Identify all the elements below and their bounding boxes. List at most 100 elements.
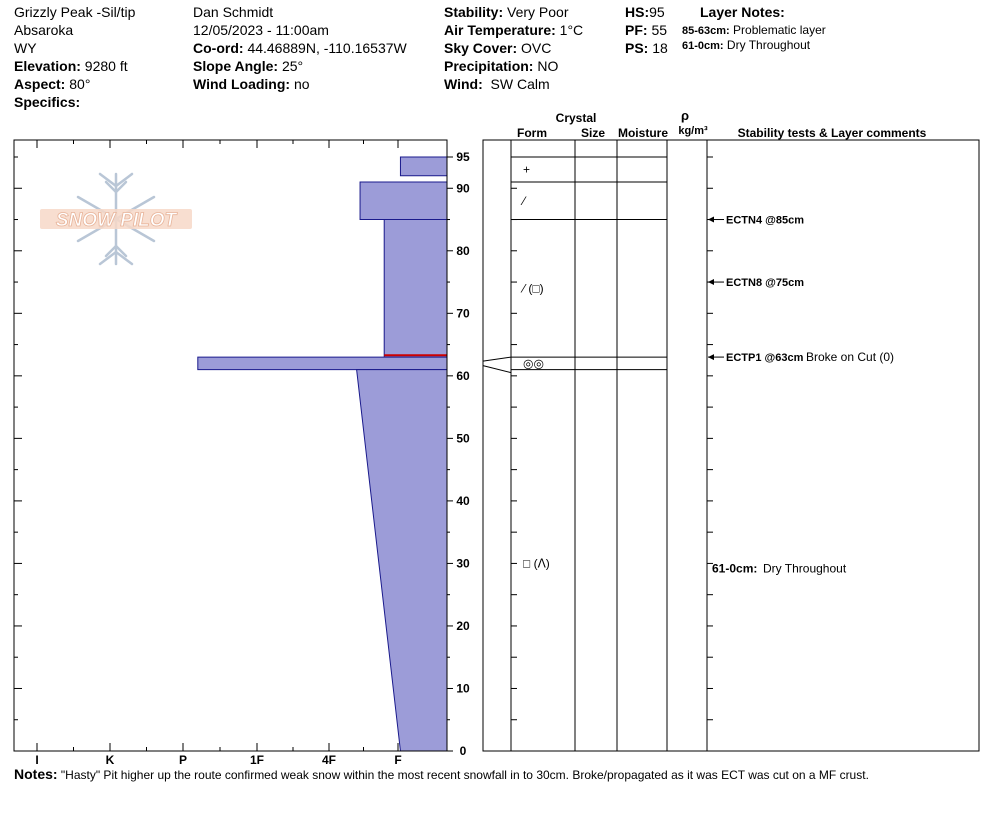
snowpilot-logo: SNOW PILOT	[40, 172, 192, 266]
sky-label: Sky Cover:	[444, 40, 518, 56]
hardness-tick-label: 4F	[322, 753, 336, 767]
aspect-label: Aspect:	[14, 76, 66, 92]
wind-label: Wind:	[444, 76, 483, 92]
precip-value: NO	[537, 58, 559, 74]
location-name: Grizzly Peak -Sil/tip	[14, 4, 136, 20]
layer-comment-range: 61-0cm:	[712, 561, 757, 575]
mountain-range: Absaroka	[14, 22, 74, 38]
wind-loading-value: no	[293, 76, 310, 92]
crystal-form-symbol: ⁄ (□)	[520, 281, 544, 295]
hardness-layer-bar	[197, 356, 448, 371]
specifics-row: Specifics:	[14, 93, 135, 111]
depth-tick-label: 10	[456, 681, 470, 695]
crystal-form-symbol: □ (ᐱ)	[523, 556, 550, 570]
hardness-layer-bar	[359, 181, 448, 221]
wind-row: Wind: SW Calm	[444, 75, 583, 93]
layer-note-range: 85-63cm:	[682, 25, 730, 37]
wind-value: SW Calm	[490, 76, 550, 92]
air-temp-label: Air Temperature:	[444, 22, 556, 38]
stability-test-label: ECTN8 @75cm	[726, 277, 804, 289]
layer-table: + ⁄ ⁄ (□) ◎◎ □ (ᐱ) ECTN4 @85cm ECTN8 @75cm ECTP…	[482, 139, 980, 752]
hardness-tick-label: I	[35, 753, 38, 767]
coord-label: Co-ord:	[193, 40, 244, 56]
observation-datetime: 12/05/2023 - 11:00am	[193, 22, 329, 38]
ps-row: PS: 18	[625, 39, 668, 57]
sky-row: Sky Cover: OVC	[444, 39, 583, 57]
depth-tick-label: 0	[460, 744, 467, 758]
stability-test-arrowhead	[708, 216, 714, 223]
pf-value: 55	[651, 22, 668, 38]
stability-test-arrowhead	[708, 279, 714, 286]
coord-value: 44.46889N, -110.16537W	[247, 40, 407, 56]
hardness-layer-bar	[356, 369, 448, 752]
pf-label: PF:	[625, 22, 648, 38]
depth-tick-label: 90	[456, 181, 470, 195]
snow-profile-chart: SNOW PILOT I K P 1F 4F F 0 10 20 30 40 50 60 70 80 90 95…	[13, 108, 980, 767]
stability-comments-header: Stability tests & Layer comments	[738, 126, 927, 140]
depth-tick-label: 40	[456, 494, 470, 508]
moisture-header: Moisture	[618, 126, 668, 140]
elevation-row: Elevation: 9280 ft	[14, 57, 135, 75]
stability-test-label: ECTN4 @85cm	[726, 215, 804, 227]
header-location-block: Grizzly Peak -Sil/tip Absaroka WY Elevat…	[14, 3, 135, 111]
logo-text: SNOW PILOT	[56, 210, 178, 231]
notes-label: Notes:	[14, 766, 58, 782]
crystal-form-symbol: +	[523, 163, 530, 177]
density-unit-header: kg/m³	[678, 125, 708, 137]
depth-tick-label: 70	[456, 306, 470, 320]
elevation-value: 9280 ft	[84, 58, 128, 74]
depth-tick-label: 30	[456, 556, 470, 570]
pf-row: PF: 55	[625, 21, 668, 39]
table-frame	[482, 139, 980, 752]
hardness-tick-label: K	[106, 753, 115, 767]
stability-value: Very Poor	[507, 4, 569, 20]
elevation-label: Elevation:	[14, 58, 81, 74]
rho-header: ρ	[681, 108, 689, 123]
depth-tick-label: 95	[456, 150, 470, 164]
hardness-tick-label: P	[179, 753, 187, 767]
slope-row: Slope Angle: 25°	[193, 57, 407, 75]
chart-axes: I K P 1F 4F F 0 10 20 30 40 50 60 70 80 90 95	[13, 139, 470, 767]
hardness-tick-label: 1F	[250, 753, 264, 767]
hardness-layer-bar	[383, 219, 448, 358]
layer-notes-title: Layer Notes:	[700, 4, 785, 20]
stability-test-label: ECTP1 @63cm	[726, 352, 804, 364]
hardness-layer-bar	[399, 156, 448, 177]
layer-link-line	[482, 365, 512, 374]
state: WY	[14, 40, 37, 56]
air-temp-value: 1°C	[559, 22, 584, 38]
layer-note-text: Dry Throughout	[726, 38, 811, 52]
size-header: Size	[581, 126, 605, 140]
depth-tick-label: 20	[456, 619, 470, 633]
form-header: Form	[517, 126, 547, 140]
stability-label: Stability:	[444, 4, 504, 20]
hardness-tick-label: F	[394, 753, 401, 767]
slope-value: 25°	[281, 58, 304, 74]
plot-frame	[13, 139, 448, 752]
coord-row: Co-ord: 44.46889N, -110.16537W	[193, 39, 407, 57]
stability-test-comment: Broke on Cut (0)	[806, 350, 894, 364]
crystal-form-symbol: ◎◎	[523, 356, 544, 370]
notes-text: "Hasty" Pit higher up the route confirme…	[60, 768, 869, 782]
crystal-form-symbol: ⁄	[520, 194, 527, 208]
ps-label: PS:	[625, 40, 649, 56]
aspect-row: Aspect: 80°	[14, 75, 135, 93]
observer-name: Dan Schmidt	[193, 4, 274, 20]
specifics-label: Specifics:	[14, 94, 81, 110]
layer-comment-text: Dry Throughout	[763, 561, 847, 575]
layer-notes-block: Layer Notes: 85-63cm: Problematic layer …	[682, 3, 826, 53]
air-temp-row: Air Temperature: 1°C	[444, 21, 583, 39]
precip-label: Precipitation:	[444, 58, 534, 74]
header-snowpack-block: HS:95 PF: 55 PS: 18	[625, 3, 668, 57]
slope-label: Slope Angle:	[193, 58, 279, 74]
wind-loading-row: Wind Loading: no	[193, 75, 407, 93]
hs-row: HS:95	[625, 3, 668, 21]
sky-value: OVC	[521, 40, 552, 56]
wind-loading-label: Wind Loading:	[193, 76, 291, 92]
layer-note-row: 61-0cm: Dry Throughout	[682, 38, 826, 53]
header-observer-block: Dan Schmidt 12/05/2023 - 11:00am Co-ord:…	[193, 3, 407, 93]
stability-test-arrowhead	[708, 354, 714, 361]
hs-value: 95	[649, 4, 665, 20]
crystal-header: Crystal	[556, 111, 597, 125]
depth-tick-label: 80	[456, 244, 470, 258]
